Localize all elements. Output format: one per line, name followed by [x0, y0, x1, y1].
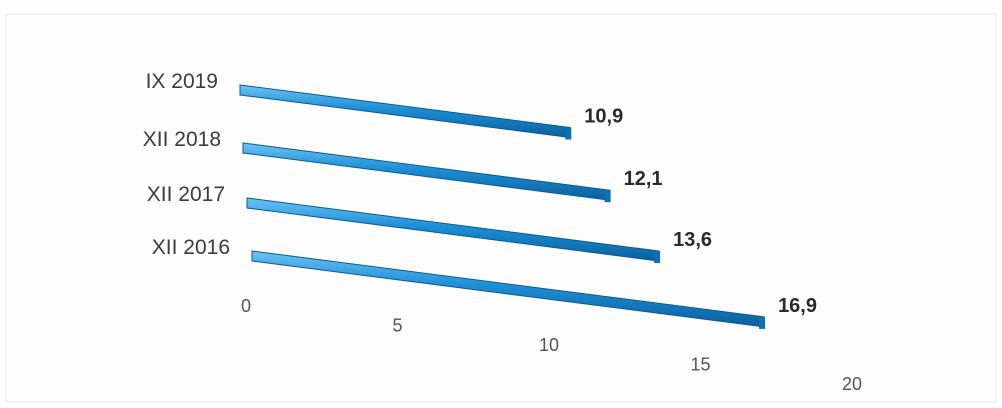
bar-end-cap [565, 127, 572, 140]
x-tick-label: 0 [241, 296, 251, 316]
category-label: XII 2018 [143, 128, 221, 151]
x-tick-label: 5 [392, 316, 402, 336]
value-label: 12,1 [624, 168, 663, 190]
x-axis-ticks: 0 5 10 15 20 [241, 296, 862, 394]
category-label: IX 2019 [146, 70, 218, 93]
bar-xii-2018 [242, 142, 611, 201]
chart-border [5, 13, 997, 403]
bar-end-cap [759, 316, 766, 329]
bar-end-cap [604, 190, 611, 203]
value-labels: 10,9 12,1 13,6 16,9 [584, 106, 817, 317]
category-labels: IX 2019 XII 2018 XII 2017 XII 2016 [143, 70, 230, 259]
category-label: XII 2017 [147, 183, 225, 206]
bars-layer [239, 84, 766, 329]
value-label: 13,6 [673, 229, 712, 251]
value-label: 16,9 [778, 295, 817, 317]
bar-end-cap [654, 251, 661, 264]
x-tick-label: 20 [842, 374, 862, 394]
value-label: 10,9 [584, 106, 623, 128]
bar-ix-2019 [239, 84, 571, 139]
x-tick-label: 10 [539, 335, 559, 355]
bar-xii-2017 [246, 197, 660, 262]
bar-xii-2016 [251, 250, 765, 328]
category-label: XII 2016 [152, 236, 230, 259]
x-tick-label: 15 [690, 355, 710, 375]
